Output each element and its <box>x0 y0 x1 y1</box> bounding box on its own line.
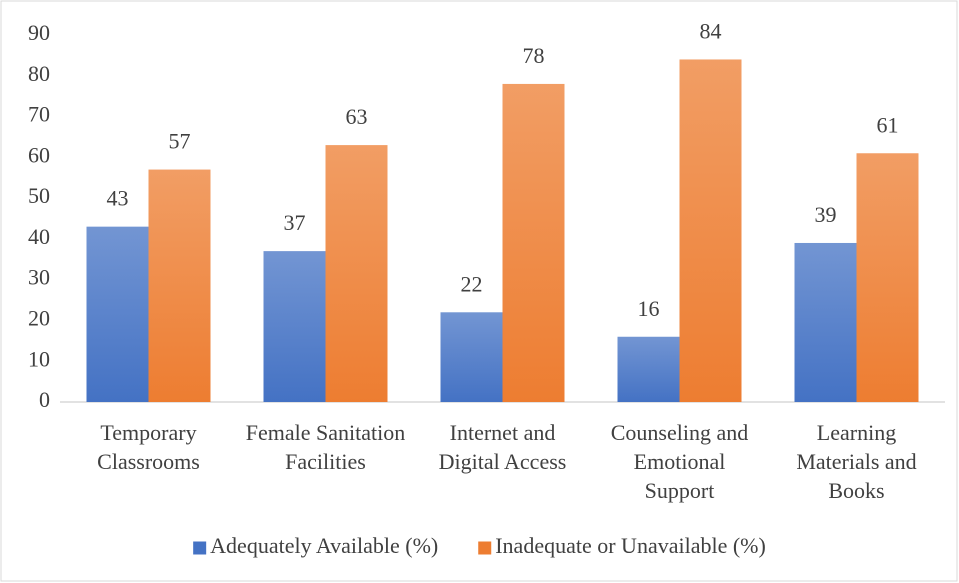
bar <box>325 145 388 402</box>
y-tick-label: 80 <box>28 61 50 86</box>
data-label: 84 <box>700 19 722 44</box>
data-label: 57 <box>169 129 191 154</box>
bar <box>617 336 680 402</box>
y-tick-label: 90 <box>28 20 50 45</box>
bar <box>679 59 742 402</box>
y-tick-label: 60 <box>28 142 50 167</box>
data-label: 16 <box>638 296 660 321</box>
data-label: 61 <box>877 112 899 137</box>
x-tick-label: Learning Materials and Books <box>796 420 917 503</box>
y-tick-label: 40 <box>28 224 50 249</box>
x-tick-label: Female Sanitation Facilities <box>245 420 406 474</box>
data-label: 22 <box>461 271 483 296</box>
data-label: 43 <box>107 186 129 211</box>
data-label: 39 <box>815 202 837 227</box>
legend-label: Inadequate or Unavailable (%) <box>495 533 766 558</box>
data-label: 37 <box>284 210 306 235</box>
bar <box>794 242 857 402</box>
y-tick-label: 0 <box>39 387 50 412</box>
y-tick-label: 30 <box>28 265 50 290</box>
bar <box>263 251 326 402</box>
x-tick-label: Counseling and Emotional Support <box>610 420 749 503</box>
y-tick-label: 10 <box>28 346 50 371</box>
legend-swatch <box>478 541 492 555</box>
y-tick-label: 70 <box>28 102 50 127</box>
bar <box>440 312 503 402</box>
bar <box>86 226 149 402</box>
data-label: 63 <box>346 104 368 129</box>
y-tick-label: 20 <box>28 305 50 330</box>
bar <box>148 169 211 402</box>
bar <box>502 83 565 402</box>
legend-label: Adequately Available (%) <box>210 533 438 558</box>
legend-swatch <box>193 541 207 555</box>
bar <box>856 153 919 402</box>
x-tick-label: Internet and Digital Access <box>438 420 567 474</box>
data-label: 78 <box>523 43 545 68</box>
x-tick-label: Temporary Classrooms <box>97 420 200 474</box>
y-tick-label: 50 <box>28 183 50 208</box>
